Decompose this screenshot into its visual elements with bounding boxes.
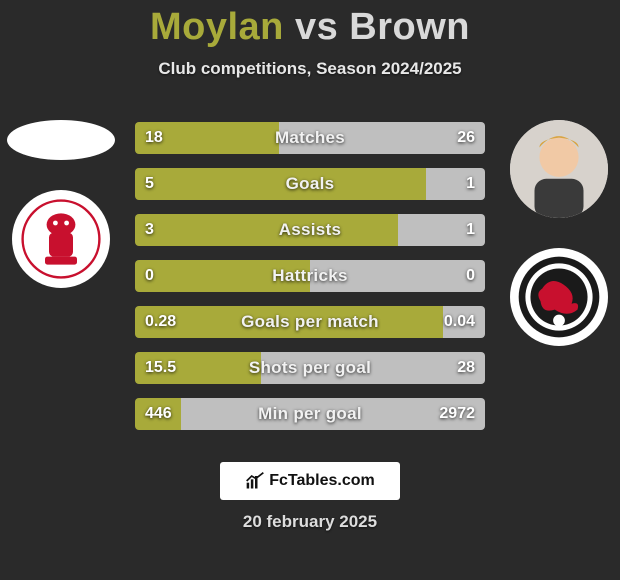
left-column [6, 120, 116, 288]
stat-value-left: 18 [135, 122, 173, 154]
stat-row: Goals5 1 [135, 168, 485, 200]
stat-value-left: 5 [135, 168, 164, 200]
stat-label: Hattricks [135, 260, 485, 292]
stat-label: Matches [135, 122, 485, 154]
stat-row: Goals per match0.28 0.04 [135, 306, 485, 338]
stat-value-right: 0.04 [434, 306, 485, 338]
stat-row: Min per goal4462972 [135, 398, 485, 430]
stat-value-right: 1 [456, 168, 485, 200]
stat-value-left: 446 [135, 398, 182, 430]
player1-name: Moylan [150, 6, 284, 48]
stat-label: Shots per goal [135, 352, 485, 384]
stat-value-right: 26 [447, 122, 485, 154]
player2-club-badge [510, 248, 608, 346]
stats-bars: Matches1826Goals51Assists31Hattricks00Go… [135, 122, 485, 444]
vs-text: vs [295, 6, 338, 48]
stat-label: Assists [135, 214, 485, 246]
stat-value-right: 2972 [429, 398, 485, 430]
club-crest-icon [21, 199, 101, 279]
stat-row: Assists3 1 [135, 214, 485, 246]
right-column [504, 120, 614, 346]
player2-photo [510, 120, 608, 218]
stat-row: Shots per goal15.5 28 [135, 352, 485, 384]
stat-value-left: 15.5 [135, 352, 186, 384]
stat-row: Hattricks0 0 [135, 260, 485, 292]
brand-logo: FcTables.com [220, 462, 400, 500]
chart-icon [245, 471, 265, 491]
stat-value-left: 0.28 [135, 306, 186, 338]
stat-value-right: 1 [456, 214, 485, 246]
player1-photo [7, 120, 115, 160]
club-crest-icon [517, 255, 601, 339]
subtitle: Club competitions, Season 2024/2025 [0, 59, 620, 79]
stat-value-left: 3 [135, 214, 164, 246]
footer-date: 20 february 2025 [0, 512, 620, 532]
comparison-title: Moylan vs Brown [0, 0, 620, 49]
stat-value-right: 0 [456, 260, 485, 292]
avatar-icon [510, 120, 608, 218]
brand-text: FcTables.com [269, 472, 375, 490]
player2-name: Brown [349, 6, 470, 48]
player1-club-badge [12, 190, 110, 288]
stat-label: Goals per match [135, 306, 485, 338]
stat-label: Goals [135, 168, 485, 200]
stat-row: Matches18 26 [135, 122, 485, 154]
stat-value-left: 0 [135, 260, 164, 292]
stat-value-right: 28 [447, 352, 485, 384]
